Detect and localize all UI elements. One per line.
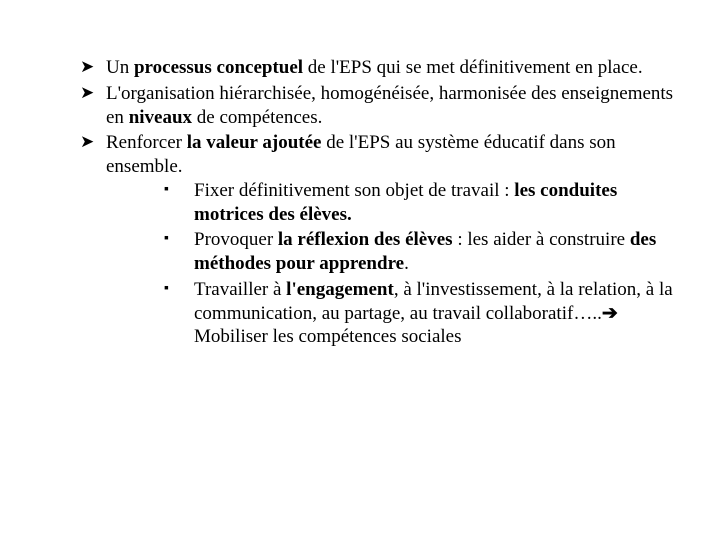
list-item: L'organisation hiérarchisée, homogénéisé…: [80, 82, 680, 130]
bullet-text: Travailler à l'engagement, à l'investiss…: [194, 279, 673, 348]
list-item: Travailler à l'engagement, à l'investiss…: [164, 278, 680, 349]
bullet-text: Fixer définitivement son objet de travai…: [194, 180, 617, 225]
list-item: Un processus conceptuel de l'EPS qui se …: [80, 56, 680, 80]
list-item: Provoquer la réflexion des élèves : les …: [164, 228, 680, 276]
bullet-text: Renforcer la valeur ajoutée de l'EPS au …: [106, 132, 616, 177]
list-item: Fixer définitivement son objet de travai…: [164, 179, 680, 227]
bullet-text: L'organisation hiérarchisée, homogénéisé…: [106, 83, 673, 128]
bullet-text: Un processus conceptuel de l'EPS qui se …: [106, 57, 643, 78]
bullet-list-level1: Un processus conceptuel de l'EPS qui se …: [40, 56, 680, 349]
bullet-list-level2: Fixer définitivement son objet de travai…: [106, 179, 680, 349]
list-item: Renforcer la valeur ajoutée de l'EPS au …: [80, 131, 680, 349]
slide-content: Un processus conceptuel de l'EPS qui se …: [0, 0, 720, 540]
bullet-text: Provoquer la réflexion des élèves : les …: [194, 229, 656, 274]
